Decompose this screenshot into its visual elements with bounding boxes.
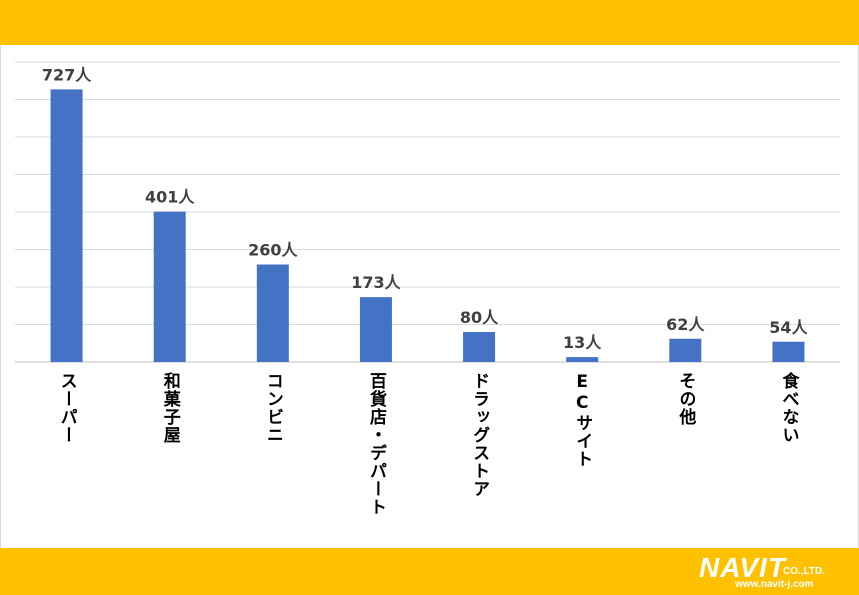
- bar: [463, 332, 496, 362]
- data-label: 727人: [42, 65, 92, 84]
- company-logo: NAVIT CO.,LTD. www.navit-j.com: [699, 550, 849, 592]
- bar: [772, 341, 805, 362]
- data-label: 62人: [666, 315, 705, 334]
- data-label: 80人: [460, 308, 499, 327]
- top-accent-band: [0, 0, 859, 45]
- bar: [50, 89, 83, 362]
- data-label: 260人: [248, 241, 298, 260]
- category-label: 食べない: [778, 371, 799, 444]
- data-label: 54人: [769, 318, 808, 337]
- data-label: 13人: [563, 333, 602, 352]
- logo-url: www.navit-j.com: [735, 579, 814, 590]
- category-label: ドラッグストア: [469, 372, 490, 498]
- logo-company-suffix: CO.,LTD.: [783, 566, 826, 577]
- category-label: 百貨店・デパート: [366, 372, 387, 516]
- bar: [566, 357, 599, 362]
- bottom-accent-band: [0, 548, 859, 595]
- category-label: 和菓子屋: [160, 372, 182, 444]
- category-label: スーパー: [57, 372, 78, 444]
- data-label: 401人: [145, 188, 195, 207]
- bar: [256, 264, 289, 362]
- bar: [359, 297, 392, 362]
- bar: [669, 338, 702, 362]
- category-label: コンビニ: [263, 372, 283, 444]
- category-label: ECサイト: [572, 372, 592, 468]
- data-label: 173人: [351, 273, 401, 292]
- bar: [153, 211, 186, 362]
- category-label: その他: [675, 372, 697, 426]
- logo-wordmark: NAVIT: [699, 552, 786, 583]
